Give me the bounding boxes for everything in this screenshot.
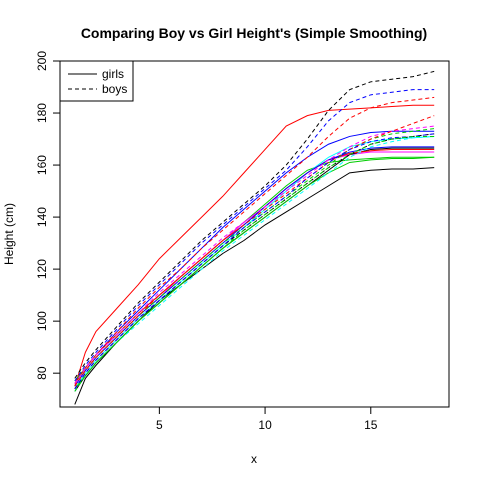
x-tick-label: 5 bbox=[156, 418, 163, 432]
series-line-boys-16 bbox=[74, 125, 435, 384]
series-line-girls-3 bbox=[74, 130, 435, 384]
series-line-boys-14 bbox=[74, 128, 435, 387]
y-tick-label: 100 bbox=[35, 311, 49, 331]
legend-box bbox=[59, 60, 134, 102]
plot-frame bbox=[59, 60, 450, 408]
y-tick-label: 80 bbox=[35, 366, 49, 380]
series-layer bbox=[74, 70, 435, 405]
y-axis-label: Height (cm) bbox=[2, 203, 16, 265]
series-line-boys-17 bbox=[74, 133, 435, 390]
y-tick-label: 180 bbox=[35, 103, 49, 123]
series-line-boys-13 bbox=[74, 96, 435, 384]
series-line-boys-19 bbox=[74, 133, 435, 390]
legend-label-boys: boys bbox=[102, 82, 127, 96]
series-line-boys-11 bbox=[74, 70, 435, 379]
x-axis-label: x bbox=[251, 452, 257, 466]
series-line-girls-7 bbox=[74, 147, 435, 392]
legend-label-girls: girls bbox=[102, 67, 124, 81]
series-line-girls-10 bbox=[74, 156, 435, 390]
series-line-girls-9 bbox=[74, 146, 435, 387]
legend: girls boys bbox=[59, 60, 134, 102]
x-tick-label: 10 bbox=[258, 418, 272, 432]
series-line-boys-18 bbox=[74, 115, 435, 387]
axis-layer: 5 10 15 80 100 120 140 160 180 200 bbox=[35, 51, 378, 432]
series-line-girls-8 bbox=[74, 148, 435, 384]
y-tick-label: 200 bbox=[35, 51, 49, 71]
series-line-girls-4 bbox=[74, 156, 435, 382]
y-tick-label: 140 bbox=[35, 207, 49, 227]
series-line-boys-12 bbox=[74, 89, 435, 382]
chart-title: Comparing Boy vs Girl Height's (Simple S… bbox=[81, 25, 427, 41]
x-tick-label: 15 bbox=[364, 418, 378, 432]
y-tick-label: 160 bbox=[35, 155, 49, 175]
series-line-girls-6 bbox=[74, 151, 435, 387]
series-line-boys-20 bbox=[74, 135, 435, 392]
series-line-boys-15 bbox=[74, 135, 435, 392]
series-line-girls-5 bbox=[74, 135, 435, 390]
y-tick-label: 120 bbox=[35, 259, 49, 279]
